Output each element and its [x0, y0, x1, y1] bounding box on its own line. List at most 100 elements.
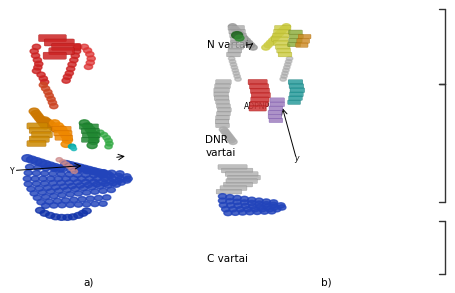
Circle shape	[78, 210, 87, 216]
FancyBboxPatch shape	[229, 33, 246, 38]
FancyBboxPatch shape	[269, 102, 284, 107]
Circle shape	[65, 180, 73, 185]
FancyBboxPatch shape	[289, 92, 303, 97]
FancyBboxPatch shape	[226, 179, 257, 183]
Circle shape	[45, 93, 53, 98]
FancyBboxPatch shape	[289, 34, 303, 38]
Circle shape	[59, 129, 69, 136]
Circle shape	[266, 40, 274, 45]
Circle shape	[122, 178, 131, 183]
Circle shape	[70, 197, 78, 202]
Circle shape	[40, 171, 49, 176]
FancyBboxPatch shape	[288, 30, 302, 35]
Circle shape	[98, 179, 106, 184]
Circle shape	[66, 202, 74, 207]
Circle shape	[124, 176, 132, 181]
FancyBboxPatch shape	[82, 133, 100, 138]
Circle shape	[238, 210, 246, 215]
Circle shape	[239, 35, 248, 41]
FancyBboxPatch shape	[250, 88, 269, 93]
Circle shape	[49, 124, 59, 130]
FancyBboxPatch shape	[81, 137, 99, 142]
Circle shape	[231, 65, 237, 69]
Circle shape	[27, 186, 35, 192]
Circle shape	[39, 176, 47, 181]
Circle shape	[101, 171, 112, 178]
Circle shape	[68, 62, 76, 67]
Circle shape	[50, 120, 60, 126]
Circle shape	[62, 176, 70, 181]
Circle shape	[219, 127, 227, 132]
Circle shape	[41, 194, 50, 200]
Circle shape	[260, 209, 268, 214]
Circle shape	[241, 203, 249, 209]
Circle shape	[35, 186, 43, 191]
Circle shape	[263, 204, 271, 209]
Circle shape	[47, 96, 55, 102]
Circle shape	[71, 147, 76, 151]
Circle shape	[42, 166, 50, 171]
Circle shape	[98, 173, 106, 178]
Circle shape	[79, 185, 87, 191]
Circle shape	[23, 176, 31, 181]
Circle shape	[32, 171, 40, 176]
Circle shape	[73, 172, 81, 177]
Circle shape	[116, 176, 124, 181]
FancyBboxPatch shape	[289, 88, 304, 93]
Circle shape	[34, 165, 42, 170]
Circle shape	[240, 196, 248, 202]
Circle shape	[57, 171, 65, 177]
Circle shape	[65, 71, 73, 76]
Circle shape	[261, 45, 269, 50]
Circle shape	[84, 64, 92, 69]
Circle shape	[46, 189, 55, 194]
Circle shape	[233, 199, 241, 205]
Circle shape	[99, 170, 107, 175]
Circle shape	[39, 82, 47, 88]
Circle shape	[77, 176, 86, 181]
FancyBboxPatch shape	[228, 45, 243, 49]
Circle shape	[66, 192, 74, 197]
Circle shape	[233, 28, 241, 34]
Circle shape	[231, 210, 239, 215]
Circle shape	[269, 200, 277, 205]
Circle shape	[258, 207, 266, 212]
FancyBboxPatch shape	[216, 189, 241, 194]
Text: DNR
vartai: DNR vartai	[205, 135, 235, 158]
Circle shape	[268, 38, 276, 43]
FancyBboxPatch shape	[296, 39, 309, 43]
Circle shape	[262, 199, 270, 204]
Circle shape	[280, 74, 287, 78]
Circle shape	[233, 203, 242, 208]
FancyBboxPatch shape	[278, 52, 291, 57]
Circle shape	[122, 174, 131, 179]
Circle shape	[70, 176, 78, 181]
Circle shape	[61, 161, 71, 168]
Circle shape	[83, 168, 91, 174]
Circle shape	[58, 167, 66, 172]
Circle shape	[71, 53, 79, 58]
Circle shape	[225, 199, 233, 204]
Circle shape	[276, 203, 284, 208]
Circle shape	[220, 129, 228, 134]
Circle shape	[63, 187, 71, 193]
Circle shape	[87, 130, 97, 137]
Circle shape	[74, 212, 83, 218]
FancyBboxPatch shape	[230, 41, 245, 45]
FancyBboxPatch shape	[55, 135, 73, 140]
Circle shape	[244, 40, 252, 45]
Circle shape	[35, 61, 43, 67]
Circle shape	[269, 202, 277, 207]
FancyBboxPatch shape	[287, 42, 300, 47]
Circle shape	[236, 207, 244, 212]
Circle shape	[35, 159, 46, 166]
Circle shape	[100, 132, 107, 137]
Circle shape	[273, 33, 281, 38]
FancyBboxPatch shape	[216, 111, 230, 116]
Circle shape	[105, 144, 112, 149]
Circle shape	[41, 203, 50, 208]
Circle shape	[49, 171, 57, 176]
FancyBboxPatch shape	[215, 100, 229, 104]
FancyBboxPatch shape	[27, 141, 46, 146]
Circle shape	[224, 134, 233, 139]
